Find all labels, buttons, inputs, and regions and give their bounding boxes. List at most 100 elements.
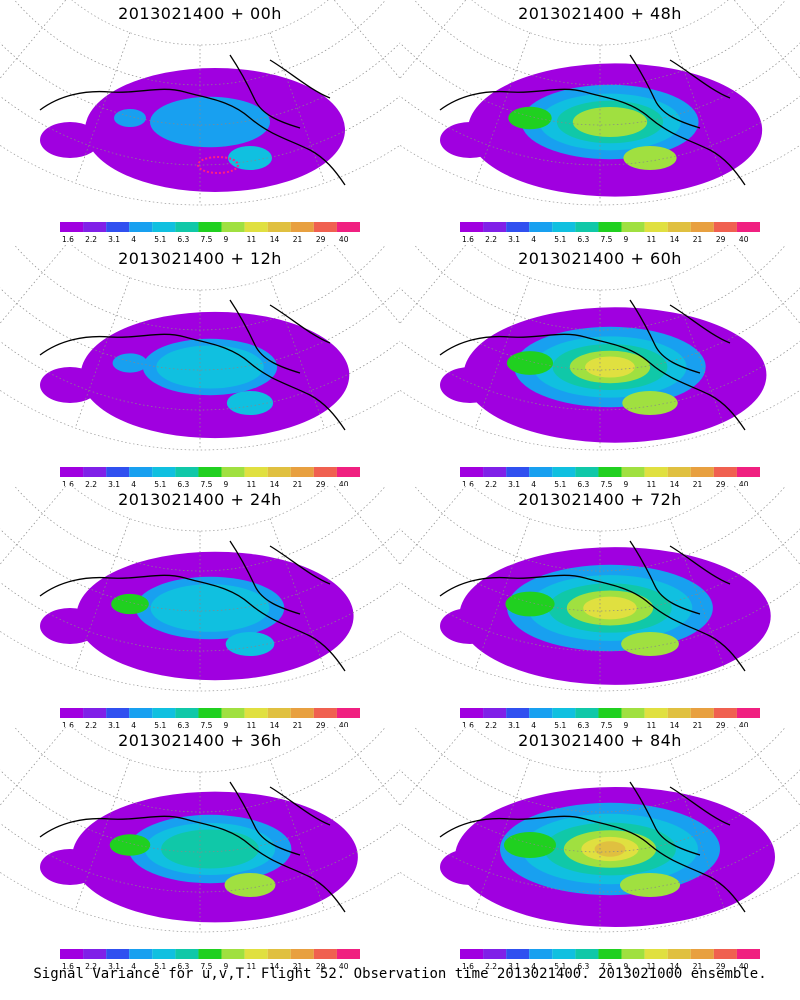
colorbar-label: 7.5 <box>600 480 612 489</box>
map-panel-84h: 2013021400 + 84h 1.6 2.2 3.1 4 5.1 6.3 7.5 9 11 1… <box>400 727 800 972</box>
colorbar-label: 3.1 <box>508 962 520 971</box>
colorbar-label: 40 <box>339 480 349 489</box>
latitude-line <box>14 727 386 813</box>
colorbar-label: 29 <box>716 480 726 489</box>
colorbar-swatch <box>644 467 668 477</box>
colorbar-label: 11 <box>247 962 257 971</box>
colorbar-swatch <box>244 467 268 477</box>
colorbar-label: 21 <box>293 235 303 244</box>
longitude-line <box>269 32 326 184</box>
map-panel-24h: 2013021400 + 24h 1.6 2.2 3.1 4 5.1 6.3 7.5 9 11 1… <box>0 486 400 731</box>
colorbar-label: 5.1 <box>154 721 166 730</box>
colorbar-label: 1.6 <box>62 235 74 244</box>
variance-map <box>0 0 400 206</box>
colorbar-label: 3.1 <box>108 480 120 489</box>
colorbar-swatch <box>483 949 507 959</box>
colorbar-swatch <box>621 222 645 232</box>
colorbar-label: 5.1 <box>554 721 566 730</box>
colorbar-swatch <box>529 222 553 232</box>
latitude-line <box>14 245 386 331</box>
colorbar-label: 7.5 <box>200 235 212 244</box>
colorbar-swatch <box>644 222 668 232</box>
map-panel-60h: 2013021400 + 60h 1.6 2.2 3.1 4 5.1 6.3 7.5 9 11 1… <box>400 245 800 490</box>
colorbar-label: 9 <box>624 235 629 244</box>
colorbar-swatch <box>336 222 360 232</box>
colorbar-label: 6.3 <box>577 235 589 244</box>
coastline <box>439 781 746 913</box>
colorbar-swatch <box>313 949 337 959</box>
colorbar-swatch <box>198 708 222 718</box>
colorbar: 1.6 2.2 3.1 4 5.1 6.3 7.5 9 11 14 21 29 40 <box>460 222 760 244</box>
domain-border <box>400 245 800 451</box>
colorbar-swatch <box>575 708 599 718</box>
colorbar-swatch <box>290 708 314 718</box>
colorbar-label: 2.2 <box>485 235 497 244</box>
colorbar-swatch <box>244 222 268 232</box>
variance-contour <box>585 356 635 378</box>
colorbar-label: 5.1 <box>154 235 166 244</box>
variance-contour <box>224 873 276 897</box>
colorbar-swatch <box>60 708 84 718</box>
colorbar-swatch <box>598 708 622 718</box>
colorbar-label: 6.3 <box>577 480 589 489</box>
colorbar-label: 2.2 <box>85 721 97 730</box>
colorbar-swatch <box>690 949 714 959</box>
colorbar-swatch <box>483 467 507 477</box>
colorbar-label: 1.6 <box>462 235 474 244</box>
colorbar-label: 4 <box>531 235 536 244</box>
colorbar-label: 4 <box>531 962 536 971</box>
colorbar-swatch <box>60 467 84 477</box>
colorbar-label: 6.3 <box>177 480 189 489</box>
colorbar-swatch <box>221 222 245 232</box>
variance-map <box>400 0 800 206</box>
variance-field <box>40 367 100 403</box>
colorbar-swatch <box>690 708 714 718</box>
domain-border <box>0 727 400 933</box>
colorbar-swatch <box>267 222 291 232</box>
colorbar-swatch <box>506 708 530 718</box>
variance-contour <box>150 96 270 148</box>
coastline <box>39 540 346 672</box>
colorbar-label: 21 <box>293 962 303 971</box>
colorbar-label: 9 <box>224 962 229 971</box>
colorbar: 1.6 2.2 3.1 4 5.1 6.3 7.5 9 11 14 21 29 40 <box>60 222 360 244</box>
coastline <box>39 54 346 186</box>
longitude-line <box>669 759 726 911</box>
map-panel-36h: 2013021400 + 36h 1.6 2.2 3.1 4 5.1 6.3 7.5 9 11 1… <box>0 727 400 972</box>
colorbar-label: 40 <box>339 721 349 730</box>
colorbar-label: 6.3 <box>577 721 589 730</box>
colorbar-label: 4 <box>131 235 136 244</box>
colorbar-swatch <box>83 708 107 718</box>
latitude-line <box>414 486 786 572</box>
variance-contour <box>112 353 148 373</box>
colorbar-label: 1.6 <box>62 480 74 489</box>
colorbar-swatch <box>667 467 691 477</box>
colorbar-swatch <box>736 467 760 477</box>
colorbar-swatch <box>175 708 199 718</box>
colorbar-swatch <box>60 949 84 959</box>
colorbar-label: 21 <box>693 721 703 730</box>
longitude-line <box>333 486 400 565</box>
variance-contour <box>109 834 151 856</box>
colorbar: 1.6 2.2 3.1 4 5.1 6.3 7.5 9 11 14 21 29 40 <box>60 949 360 971</box>
longitude-line <box>74 32 131 184</box>
coastline <box>439 299 746 431</box>
variance-contour <box>594 841 626 857</box>
colorbar-swatch <box>152 222 176 232</box>
domain-border <box>400 727 800 933</box>
colorbar-swatch <box>129 708 153 718</box>
variance-contour <box>114 109 146 127</box>
panel-title: 2013021400 + 48h <box>518 4 682 23</box>
colorbar-swatch <box>713 467 737 477</box>
map-panel-00h: 2013021400 + 00h 1.6 2.2 3.1 4 5.1 6.3 7.5 9 11 1… <box>0 0 400 245</box>
latitude-line <box>414 245 786 331</box>
colorbar-swatch <box>267 708 291 718</box>
colorbar: 1.6 2.2 3.1 4 5.1 6.3 7.5 9 11 14 21 29 40 <box>460 467 760 489</box>
domain-border <box>0 486 400 692</box>
colorbar-swatch <box>129 949 153 959</box>
latitude-line <box>0 822 400 893</box>
colorbar-swatch <box>106 949 130 959</box>
panel-title: 2013021400 + 72h <box>518 490 682 509</box>
colorbar-swatch <box>129 467 153 477</box>
colorbar-label: 40 <box>339 235 349 244</box>
